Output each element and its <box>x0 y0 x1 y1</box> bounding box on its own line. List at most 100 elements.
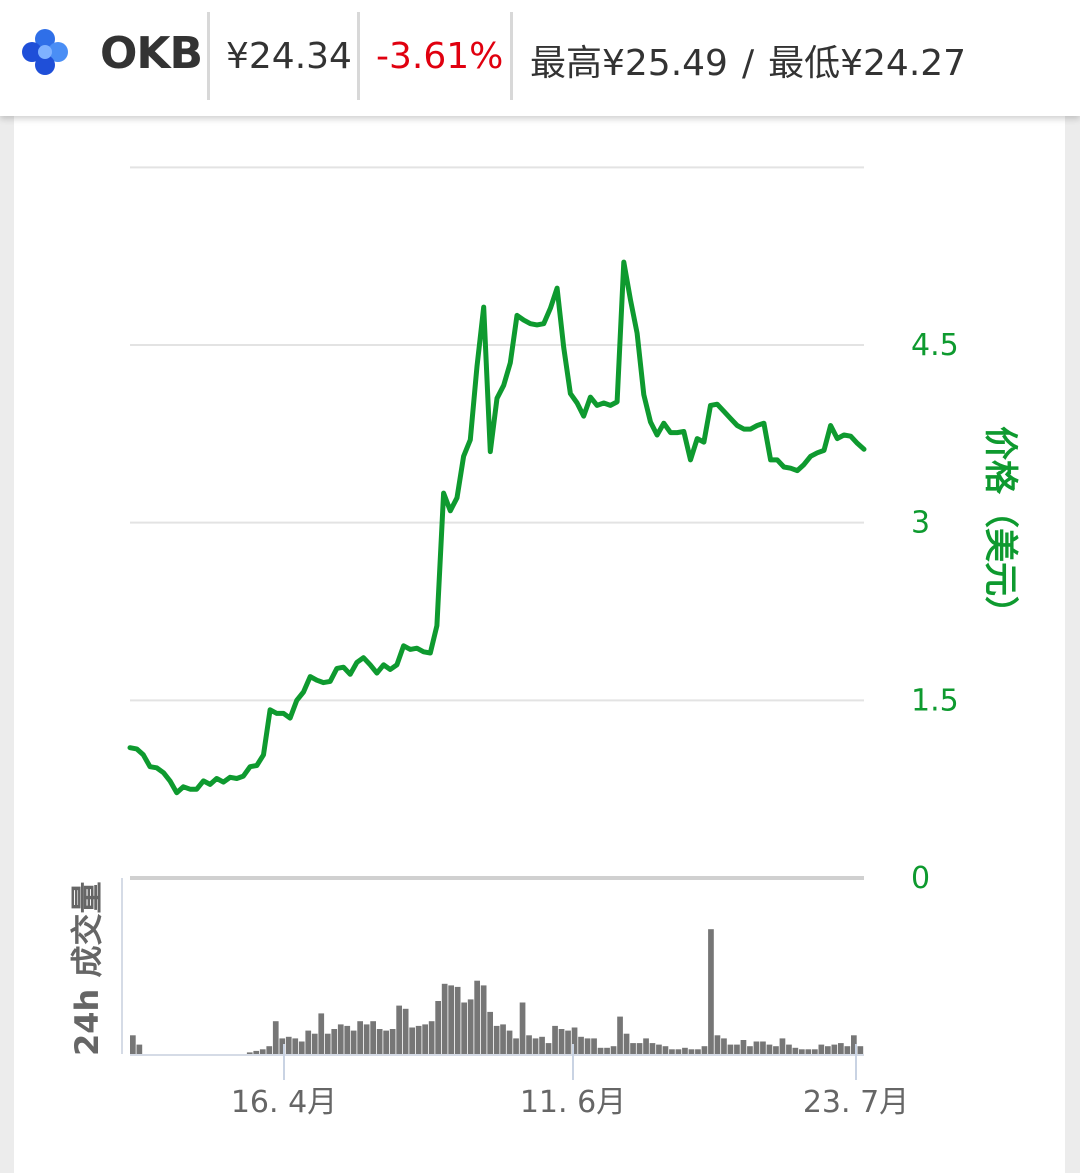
volume-bar <box>825 1046 831 1054</box>
volume-bar <box>305 1030 312 1054</box>
volume-bar <box>324 1033 331 1054</box>
volume-bar <box>298 1041 305 1054</box>
volume-bar <box>851 1035 857 1054</box>
volume-bar <box>721 1038 727 1054</box>
volume-bar <box>526 1035 532 1054</box>
volume-bar <box>130 1035 136 1054</box>
day-low: 最低¥24.27 <box>768 43 967 84</box>
volume-bar <box>805 1049 812 1054</box>
y-tick-label: 4.5 <box>911 328 959 363</box>
volume-bar <box>422 1024 428 1054</box>
volume-bar <box>662 1046 669 1054</box>
volume-bar <box>441 983 448 1054</box>
volume-bar <box>792 1047 799 1054</box>
volume-bar <box>448 985 454 1054</box>
volume-bar <box>558 1029 565 1054</box>
volume-bar <box>675 1049 682 1054</box>
volume-bar <box>337 1024 344 1054</box>
header-divider <box>510 12 513 100</box>
volume-bar <box>604 1047 610 1054</box>
volume-bar <box>253 1050 260 1054</box>
volume-bar <box>766 1044 773 1054</box>
volume-bar <box>389 1029 396 1054</box>
x-tick-label: 23. 7月 <box>803 1085 909 1120</box>
volume-bar <box>318 1013 325 1054</box>
volume-bar <box>695 1049 701 1054</box>
volume-bar <box>610 1046 617 1054</box>
volume-bar <box>669 1049 675 1054</box>
volume-bar <box>714 1035 721 1054</box>
price-volume-chart[interactable]: 4.5 3 1.5 0 价格（美元） 24h 成交量 16. 4月 11. 6月 23. 7月 <box>14 116 1065 1173</box>
volume-bar <box>246 1052 253 1054</box>
volume-bar <box>272 1021 279 1054</box>
coin-header: OKB ¥24.34 -3.61% 最高¥25.49 / 最低¥24.27 <box>0 0 1080 116</box>
volume-bar <box>259 1049 266 1054</box>
volume-bar <box>519 1002 526 1054</box>
volume-bar <box>363 1024 370 1054</box>
volume-bar <box>623 1033 630 1054</box>
y-tick-label: 3 <box>911 506 930 541</box>
volume-bar <box>617 1016 623 1054</box>
x-tick-label: 11. 6月 <box>520 1085 626 1120</box>
volume-bar <box>682 1047 688 1054</box>
volume-bar <box>831 1044 838 1054</box>
volume-bar <box>760 1041 766 1054</box>
volume-bar <box>753 1041 760 1054</box>
volume-bar <box>506 1030 513 1054</box>
volume-bar <box>435 1001 441 1054</box>
range-separator: / <box>741 43 755 84</box>
chart-card: 4.5 3 1.5 0 价格（美元） 24h 成交量 16. 4月 11. 6月 23. 7月 <box>14 116 1065 1173</box>
volume-bar <box>838 1043 844 1054</box>
volume-bar <box>591 1038 597 1054</box>
volume-bar <box>799 1049 805 1054</box>
volume-bar <box>350 1030 357 1054</box>
volume-bar <box>779 1038 786 1054</box>
volume-bar <box>136 1044 143 1054</box>
volume-bar <box>552 1025 558 1054</box>
volume-bar <box>701 1046 708 1054</box>
volume-bar <box>857 1046 864 1054</box>
price-range: 最高¥25.49 / 最低¥24.27 <box>530 34 966 86</box>
volume-bar <box>747 1046 753 1054</box>
volume-bar <box>545 1043 552 1054</box>
header-divider <box>207 12 210 100</box>
current-price: ¥24.34 <box>226 36 352 77</box>
y-tick-label: 1.5 <box>911 683 959 718</box>
volume-bar <box>513 1038 519 1054</box>
volume-bar <box>818 1044 825 1054</box>
volume-bar <box>500 1024 506 1054</box>
volume-bar <box>396 1005 402 1054</box>
volume-bar <box>565 1030 571 1054</box>
volume-bar <box>454 986 461 1054</box>
okb-logo-icon <box>22 29 68 75</box>
volume-bar <box>630 1043 636 1054</box>
volume-bar <box>266 1046 273 1054</box>
volume-bar <box>844 1046 851 1054</box>
y-axis-label: 价格（美元） <box>980 426 1020 630</box>
volume-bar <box>409 1027 415 1054</box>
volume-bar <box>734 1044 740 1054</box>
header-divider <box>357 12 360 100</box>
volume-bar <box>370 1021 376 1054</box>
volume-bar <box>688 1049 695 1054</box>
ticker-symbol: OKB <box>100 28 203 79</box>
volume-axis-label: 24h 成交量 <box>68 882 106 1056</box>
volume-bar <box>532 1038 539 1054</box>
volume-bar <box>331 1029 338 1054</box>
volume-bar <box>578 1036 584 1054</box>
volume-bar <box>571 1027 578 1054</box>
price-change-percent: -3.61% <box>376 36 504 77</box>
volume-bar <box>656 1044 662 1054</box>
volume-bar <box>597 1047 604 1054</box>
volume-bar <box>383 1030 389 1054</box>
volume-bar <box>311 1033 318 1054</box>
volume-bar <box>539 1036 545 1054</box>
volume-bar <box>376 1029 383 1054</box>
day-high: 最高¥25.49 <box>530 43 728 84</box>
volume-bar <box>357 1021 363 1054</box>
volume-bar <box>402 1008 409 1054</box>
volume-bar <box>415 1025 422 1054</box>
volume-bar <box>487 1011 493 1054</box>
volume-bar <box>467 999 474 1054</box>
volume-bar <box>786 1044 792 1054</box>
